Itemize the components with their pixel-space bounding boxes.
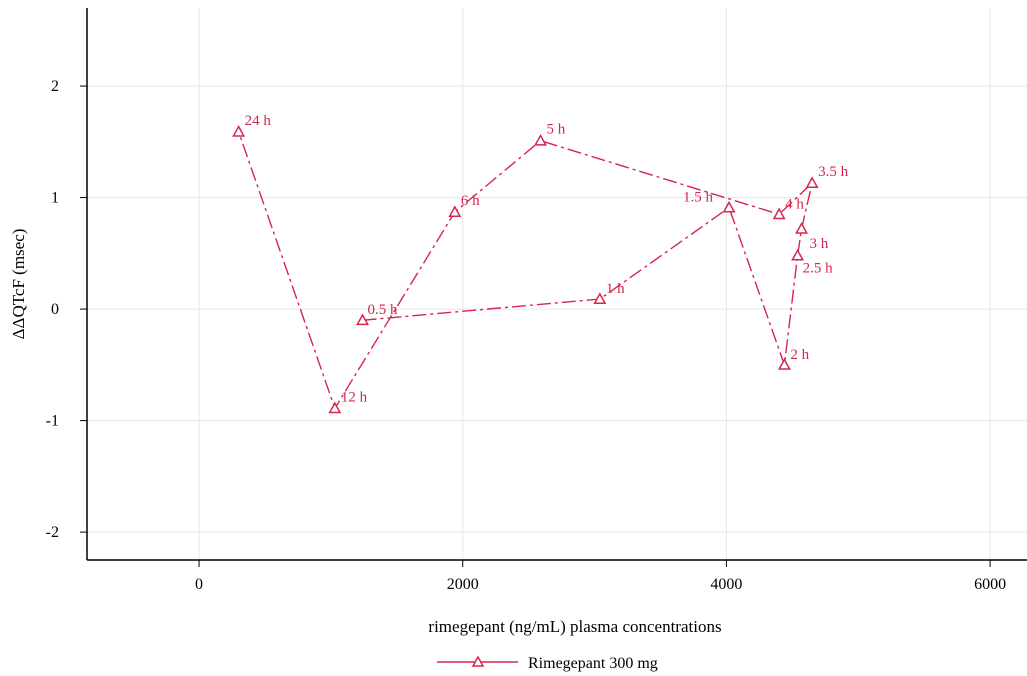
- data-point-marker: [534, 133, 547, 146]
- data-point-label: 2 h: [790, 347, 809, 363]
- axes: [80, 8, 1027, 567]
- data-point-label: 1.5 h: [683, 190, 714, 206]
- data-point-label: 4 h: [785, 196, 804, 212]
- data-point-marker: [722, 200, 736, 213]
- series-group: 0.5 h 1 h 1.5 h 2 h 2.5 h 3 h 3.5 h 4 h 5 h 6 h 12…: [232, 113, 849, 414]
- x-axis-title: rimegepant (ng/mL) plasma concentrations: [428, 617, 721, 636]
- y-tick-label: 2: [51, 78, 59, 95]
- y-tick-label: 0: [51, 301, 59, 318]
- y-tick-label: -2: [46, 524, 59, 541]
- data-point-marker: [356, 313, 370, 326]
- data-point-marker: [593, 292, 607, 304]
- data-point-marker: [232, 125, 246, 137]
- legend-series-label: Rimegepant 300 mg: [528, 655, 658, 672]
- data-point-marker: [795, 222, 809, 234]
- data-point-marker: [805, 176, 819, 188]
- x-tick-label: 6000: [974, 576, 1006, 593]
- data-point-label: 3.5 h: [818, 164, 849, 180]
- legend-marker: [471, 655, 485, 667]
- x-tick-label: 0: [195, 576, 203, 593]
- data-point-label: 3 h: [810, 236, 829, 252]
- data-point-marker: [328, 401, 342, 414]
- y-tick-label: 1: [51, 190, 59, 207]
- data-point-label: 24 h: [245, 113, 272, 129]
- data-point-label: 2.5 h: [803, 261, 834, 277]
- data-point-label: 6 h: [461, 193, 480, 209]
- data-point-marker: [772, 207, 786, 220]
- x-tick-label: 2000: [447, 576, 479, 593]
- tick-labels: 0 2000 4000 6000 -2 -1 0 1 2: [46, 78, 1006, 593]
- legend-swatch: [437, 655, 518, 667]
- data-point-marker: [448, 205, 462, 217]
- grid-lines: [87, 8, 1027, 560]
- data-point-marker: [791, 248, 805, 261]
- data-point-label: 0.5 h: [368, 302, 399, 318]
- data-point-label: 12 h: [341, 389, 368, 405]
- y-tick-label: -1: [46, 413, 59, 430]
- x-tick-label: 4000: [710, 576, 742, 593]
- series-line: [237, 131, 814, 410]
- data-point-marker: [777, 358, 791, 370]
- data-point-label: 5 h: [547, 122, 566, 138]
- data-point-label: 1 h: [606, 281, 625, 297]
- legend: Rimegepant 300 mg: [437, 655, 658, 672]
- y-axis-title: ΔΔQTcF (msec): [9, 229, 28, 340]
